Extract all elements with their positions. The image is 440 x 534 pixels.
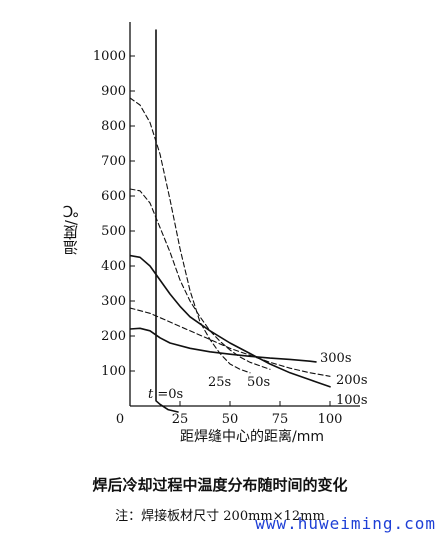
x-tick-label: 75 xyxy=(272,412,289,427)
series-line-100s xyxy=(130,254,331,388)
temperature-chart: 100 200 300 400 500 600 700 800 900 1000 0 25 50 75 10… xyxy=(93,22,367,427)
curve-label-100s: 100s xyxy=(336,393,367,408)
y-tick-label: 200 xyxy=(101,329,126,344)
series-line-300s xyxy=(130,327,317,363)
curve-label-300s: 300s xyxy=(320,351,351,366)
x-tick-label: 25 xyxy=(172,412,189,427)
series-line-t0s xyxy=(155,29,179,413)
y-tick-label: 900 xyxy=(101,84,126,99)
y-tick-label: 600 xyxy=(101,189,126,204)
curve-label-200s: 200s xyxy=(336,373,367,388)
y-tick-label: 700 xyxy=(101,154,126,169)
x-tick-label: 100 xyxy=(318,412,343,427)
y-tick-label: 400 xyxy=(101,259,126,274)
curve-label-50s: 50s xyxy=(247,375,270,390)
curve-label-t0s: t =0s xyxy=(148,387,183,402)
watermark: www.huweiming.com xyxy=(255,514,436,533)
x-tick-label: 0 xyxy=(116,412,124,427)
y-tick-label: 300 xyxy=(101,294,126,309)
curve-label-25s: 25s xyxy=(208,375,231,390)
y-tick-label: 800 xyxy=(101,119,126,134)
x-tick-label: 50 xyxy=(222,412,239,427)
y-tick-label: 100 xyxy=(101,364,126,379)
chart-title: 焊后冷却过程中温度分布随时间的变化 xyxy=(92,476,348,494)
series-line-200s xyxy=(130,307,331,377)
series-line-25s xyxy=(130,97,251,374)
y-tick-label: 1000 xyxy=(93,49,126,64)
series-line-50s xyxy=(130,188,271,370)
x-axis-label: 距焊缝中心的距离/mm xyxy=(180,429,324,445)
y-tick-label: 500 xyxy=(101,224,126,239)
chart-note: 注：焊接板材尺寸 200mm×12mm xyxy=(115,509,325,524)
y-axis-label: 温度/℃ xyxy=(62,202,80,256)
